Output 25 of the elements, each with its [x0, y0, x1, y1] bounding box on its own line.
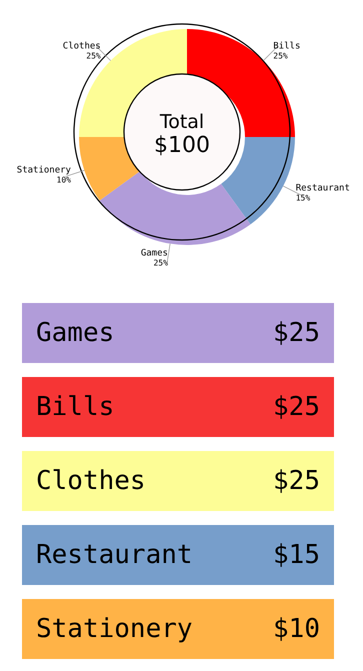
- category-label: Stationery: [36, 614, 193, 644]
- text: Total: [158, 111, 204, 133]
- data-label: 25%: [153, 258, 168, 268]
- text: $25: [273, 392, 320, 422]
- slice-label: Games: [140, 248, 168, 258]
- slice-label: Restaurant: [296, 183, 350, 194]
- slice-label: Bills: [273, 42, 300, 52]
- slice-label: Clothes: [62, 42, 101, 52]
- text: $25: [273, 466, 320, 496]
- donut-slice: [100, 171, 250, 245]
- text: $100: [154, 133, 210, 158]
- category-label: Games: [36, 318, 114, 348]
- donut-slice: [79, 137, 140, 200]
- data-label: 10%: [56, 176, 72, 185]
- donut-slice: [221, 137, 295, 224]
- category-label: Bills: [36, 392, 114, 422]
- data-label: 25%: [86, 52, 101, 61]
- category-label: Restaurant: [36, 540, 193, 570]
- text: $10: [273, 614, 320, 644]
- category-label: Clothes: [36, 466, 146, 496]
- data-label: 15%: [296, 193, 310, 202]
- text: $15: [273, 540, 320, 570]
- data-label: 25%: [273, 52, 288, 61]
- text: $25: [273, 318, 320, 348]
- slice-label: Stationery: [16, 166, 72, 176]
